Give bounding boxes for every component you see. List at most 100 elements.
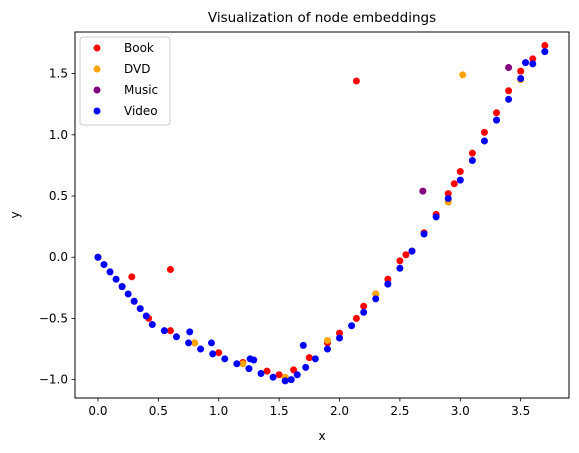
point-video-19 [269, 373, 277, 381]
legend-marker-dvd [93, 65, 101, 73]
legend: Book DVD Music Video [79, 36, 171, 126]
point-book-7 [215, 349, 223, 357]
point-video-34 [432, 213, 440, 221]
legend-entry-video: Video [93, 104, 158, 118]
legend-entry-dvd: DVD [93, 62, 150, 76]
point-video-2 [106, 268, 114, 276]
point-dvd-6 [372, 290, 380, 298]
point-video-36 [456, 176, 464, 184]
point-video-33 [420, 230, 428, 238]
x-tick-label: 3.0 [451, 404, 470, 418]
y-tick-label: 1.0 [49, 128, 68, 142]
legend-entry-music: Music [93, 83, 158, 97]
point-book-17 [360, 302, 368, 310]
point-video-14 [209, 350, 217, 358]
point-video-27 [348, 322, 356, 330]
point-book-26 [450, 180, 458, 188]
legend-marker-video [93, 107, 101, 115]
point-video-42 [529, 60, 537, 68]
x-tick-label: 1.5 [270, 404, 289, 418]
point-book-31 [505, 87, 513, 95]
point-video-1 [100, 261, 108, 269]
point-book-15 [352, 314, 360, 322]
y-tick-label: −1.0 [39, 373, 68, 387]
x-tick-label: 2.0 [330, 404, 349, 418]
y-tick-label: 0.0 [49, 250, 68, 264]
legend-label-video: Video [124, 104, 158, 118]
y-tick-label: 0.5 [49, 189, 68, 203]
x-tick-label: 3.5 [511, 404, 530, 418]
point-video-41 [517, 75, 525, 83]
point-dvd-3 [239, 360, 247, 368]
point-video-37 [468, 157, 476, 165]
series-video [94, 48, 549, 385]
plot-area-frame [74, 31, 570, 399]
x-tick-label: 1.0 [209, 404, 228, 418]
x-tick-label: 2.5 [390, 404, 409, 418]
chart-title: Visualization of node embeddings [208, 10, 436, 26]
point-video-26 [336, 334, 344, 342]
y-axis-label: y [8, 211, 22, 218]
point-video-6 [130, 297, 138, 305]
legend-entry-book: Book [93, 41, 154, 55]
x-axis-ticks: 0.0 0.5 1.0 1.5 2.0 2.5 3.0 3.5 [88, 398, 530, 418]
data-marks-layer [94, 41, 549, 385]
point-video-23 [302, 363, 310, 371]
point-book-9 [263, 367, 271, 375]
legend-label-dvd: DVD [124, 62, 150, 76]
point-video-8 [142, 312, 150, 320]
x-tick-label: 0.5 [149, 404, 168, 418]
y-tick-label: −0.5 [39, 311, 68, 325]
point-video-35 [444, 194, 452, 202]
point-video-5 [124, 290, 132, 298]
point-video-39 [493, 116, 501, 124]
point-book-14 [336, 329, 344, 337]
point-book-12 [305, 354, 313, 362]
point-video-0 [94, 253, 102, 261]
point-dvd-2 [191, 339, 199, 347]
point-video-7 [136, 305, 144, 313]
point-dvd-5 [323, 336, 331, 344]
point-book-33 [529, 55, 537, 63]
point-book-35 [128, 273, 136, 281]
point-video-48 [299, 341, 307, 349]
point-book-27 [456, 168, 464, 176]
point-video-31 [396, 264, 404, 272]
point-video-11 [172, 333, 180, 341]
point-book-20 [396, 257, 404, 265]
point-book-21 [402, 251, 410, 259]
point-video-18 [257, 370, 265, 378]
legend-label-book: Book [124, 41, 154, 55]
point-video-47 [250, 356, 258, 364]
point-music-0 [505, 64, 513, 71]
y-axis-ticks: −1.0 −0.5 0.0 0.5 1.0 1.5 [39, 67, 75, 387]
y-tick-label: 1.5 [49, 67, 68, 81]
point-video-44 [186, 328, 194, 336]
legend-box [79, 36, 171, 126]
point-video-3 [112, 275, 120, 283]
point-video-24 [311, 355, 319, 363]
point-video-21 [287, 376, 295, 384]
point-video-49 [522, 59, 530, 67]
point-book-5 [166, 327, 174, 335]
point-video-45 [207, 339, 215, 347]
point-book-19 [384, 275, 392, 283]
series-music [419, 64, 513, 195]
point-video-4 [118, 283, 126, 291]
point-book-30 [493, 109, 501, 117]
point-video-29 [372, 295, 380, 303]
point-video-16 [233, 360, 241, 368]
x-axis-label: x [318, 429, 325, 443]
point-video-28 [360, 308, 368, 316]
point-video-22 [293, 371, 301, 379]
point-video-25 [323, 345, 331, 353]
point-book-34 [541, 41, 549, 49]
point-music-1 [419, 187, 427, 195]
point-video-10 [160, 327, 168, 335]
legend-label-music: Music [124, 83, 158, 97]
point-book-25 [444, 190, 452, 198]
point-video-30 [384, 280, 392, 288]
x-tick-label: 0.0 [88, 404, 107, 418]
